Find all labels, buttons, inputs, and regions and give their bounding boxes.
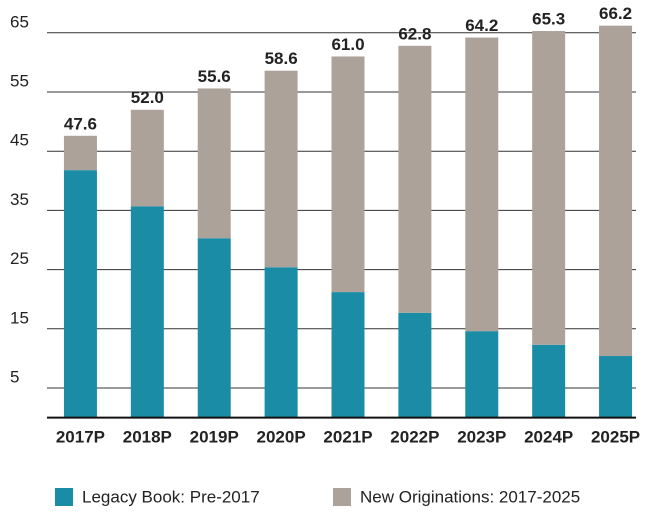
bar-segment: [398, 45, 432, 313]
x-tick-label: 2025P: [591, 427, 640, 446]
legend-label: Legacy Book: Pre-2017: [82, 487, 260, 506]
total-label: 52.0: [131, 88, 164, 107]
x-tick-label: 2022P: [390, 427, 439, 446]
total-label: 55.6: [198, 67, 231, 86]
y-tick-label: 15: [10, 308, 29, 327]
total-label: 61.0: [331, 35, 364, 54]
total-label: 62.8: [398, 24, 431, 43]
bar-segment: [130, 109, 164, 207]
y-tick-label: 55: [10, 71, 29, 90]
bar-segment: [532, 31, 566, 345]
y-tick-label: 25: [10, 249, 29, 268]
bar-segment: [197, 88, 231, 239]
total-label: 66.2: [599, 4, 632, 23]
total-label: 65.3: [532, 10, 565, 29]
y-tick-label: 35: [10, 190, 29, 209]
bar-segment: [465, 37, 499, 332]
y-tick-label: 5: [10, 367, 19, 386]
x-tick-label: 2019P: [190, 427, 239, 446]
bar-segment: [465, 331, 499, 418]
x-tick-label: 2024P: [524, 427, 573, 446]
total-label: 64.2: [465, 16, 498, 35]
bar-segment: [398, 312, 432, 418]
x-tick-label: 2021P: [323, 427, 372, 446]
bar-segment: [599, 25, 633, 357]
bar-segment: [532, 344, 566, 418]
bar-segment: [197, 238, 231, 418]
legend-swatch: [55, 488, 73, 506]
total-label: 58.6: [265, 49, 298, 68]
bar-segment: [264, 70, 298, 268]
total-label: 47.6: [64, 114, 97, 133]
bar-segment: [331, 292, 365, 418]
bar-segment: [599, 356, 633, 418]
y-tick-label: 65: [10, 12, 29, 31]
legend-label: New Originations: 2017-2025: [360, 487, 580, 506]
bar-segment: [63, 170, 97, 418]
x-tick-label: 2020P: [257, 427, 306, 446]
x-tick-label: 2023P: [457, 427, 506, 446]
legend-swatch: [333, 488, 351, 506]
bar-segment: [331, 56, 365, 293]
bar-segment: [130, 206, 164, 418]
y-tick-label: 45: [10, 131, 29, 150]
x-tick-label: 2017P: [56, 427, 105, 446]
bar-segment: [264, 267, 298, 418]
x-tick-label: 2018P: [123, 427, 172, 446]
bar-segment: [63, 135, 97, 171]
